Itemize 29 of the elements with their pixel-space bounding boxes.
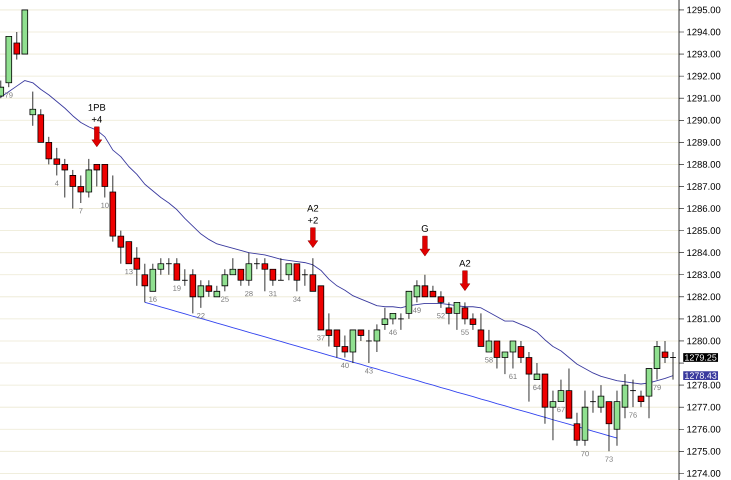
y-tick-label: 1295.00 — [687, 6, 720, 14]
y-tick-label: 1285.00 — [687, 227, 720, 234]
y-tick-label: 1277.00 — [687, 404, 720, 411]
y-tick-label: 1275.00 — [687, 448, 720, 455]
y-tick-label: 1288.00 — [687, 161, 720, 168]
annotation: A2 +2 — [307, 204, 318, 224]
annotation: A2 — [459, 260, 470, 267]
y-tick-label: 1282.00 — [687, 293, 720, 300]
y-tick-label: 1286.00 — [687, 205, 720, 212]
y-tick-label: 1284.00 — [687, 249, 720, 256]
y-tick-label: 1289.00 — [687, 138, 720, 146]
annotation: G — [422, 225, 428, 232]
text: 1279.25 — [685, 354, 716, 361]
y-tick-label: 1287.00 — [687, 183, 720, 190]
y-tick-label: 1274.00 — [687, 470, 720, 477]
y-tick-label: 1294.00 — [687, 28, 720, 36]
y-tick-label: 1291.00 — [687, 94, 720, 102]
candlestick — [174, 258, 180, 281]
annotation: 1PB +4 — [88, 104, 106, 123]
data-label: 1278.43 — [685, 372, 716, 379]
candlestick — [398, 312, 404, 330]
y-tick-label: 1283.00 — [687, 271, 720, 278]
y-tick-label: 1292.00 — [687, 72, 720, 80]
y-tick-label: 1276.00 — [687, 426, 720, 433]
y-tick-label: 1290.00 — [687, 116, 720, 124]
y-tick-label: 1293.00 — [687, 50, 720, 58]
y-tick-label: 1278.00 — [687, 382, 720, 388]
y-tick-label: 1281.00 — [687, 316, 720, 322]
y-tick-label: 1280.00 — [687, 338, 720, 344]
